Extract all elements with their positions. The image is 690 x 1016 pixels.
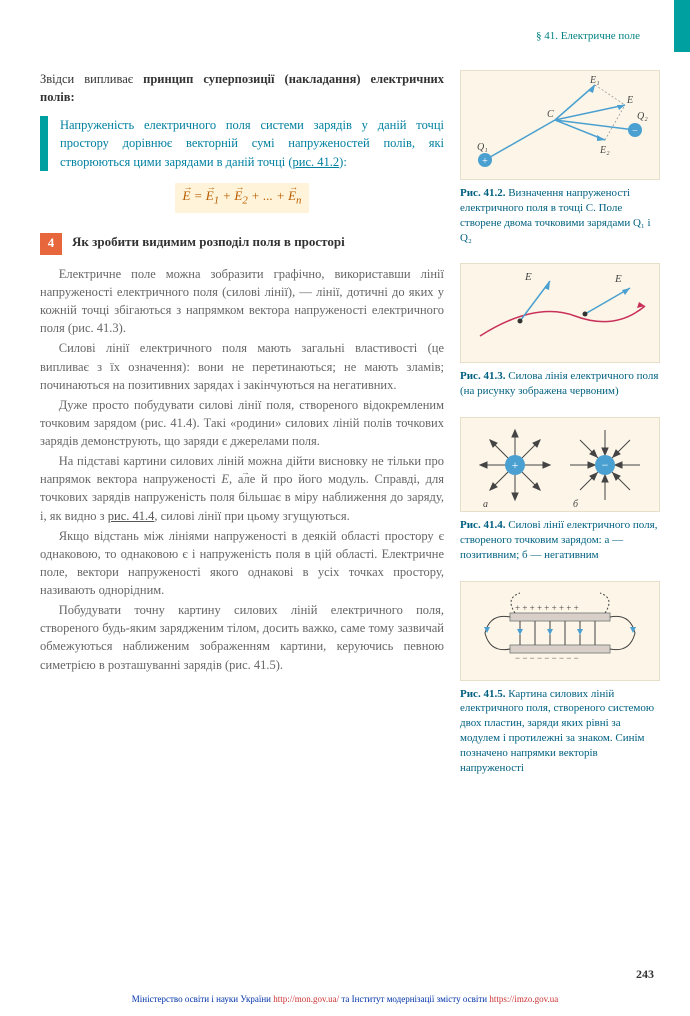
- superposition-formula: →E = →E1 + →E2 + ... + →En: [175, 183, 310, 213]
- caption-41-2-bold: Рис. 41.2.: [460, 187, 505, 199]
- textbook-page: § 41. Електричне поле Звідси випливає пр…: [0, 0, 690, 1016]
- caption-41-5-bold: Рис. 41.5.: [460, 688, 505, 700]
- svg-text:+: +: [512, 458, 519, 472]
- page-number: 243: [636, 967, 654, 982]
- footer-t1: Міністерство освіти і науки України: [132, 994, 273, 1004]
- caption-41-2: Рис. 41.2. Визначення напруженості елект…: [460, 186, 660, 245]
- svg-text:E₂: E₂: [599, 145, 610, 156]
- fig-link-41-2[interactable]: рис. 41.2: [293, 155, 340, 169]
- section-4-heading: 4 Як зробити видимим розподіл поля в про…: [40, 233, 444, 255]
- svg-text:E: E: [614, 273, 622, 285]
- paragraph-4: На підставі картини силових ліній можна …: [40, 452, 444, 525]
- svg-text:C: C: [547, 109, 554, 120]
- caption-41-5: Рис. 41.5. Картина силових ліній електри…: [460, 687, 660, 776]
- footer-t2: та Інститут модернізації змісту освіти: [339, 994, 489, 1004]
- svg-text:E: E: [626, 95, 633, 106]
- paragraph-6: Побудувати точну картину силових ліній е…: [40, 601, 444, 674]
- content-columns: Звідси випливає принцип суперпозиції (на…: [40, 70, 660, 794]
- caption-41-4-bold: Рис. 41.4.: [460, 519, 505, 531]
- header-accent-bar: [674, 0, 690, 52]
- callout-suffix: ):: [339, 155, 347, 169]
- footer-url-1: http://mon.gov.ua/: [273, 994, 339, 1004]
- sidebar-column: + − Q₁ Q₂ C E₁ E E₂ Рис. 41.2. Визначенн…: [460, 70, 660, 794]
- caption-41-5-text: Картина силових ліній електричного поля,…: [460, 688, 654, 774]
- figure-41-2: + − Q₁ Q₂ C E₁ E E₂: [460, 70, 660, 180]
- svg-text:Q₁: Q₁: [477, 142, 488, 153]
- svg-text:− − − − − − − − −: − − − − − − − − −: [515, 653, 579, 663]
- intro-paragraph: Звідси випливає принцип суперпозиції (на…: [40, 70, 444, 106]
- caption-41-3: Рис. 41.3. Силова лінія електричного пол…: [460, 369, 660, 399]
- formula-container: →E = →E1 + →E2 + ... + →En: [40, 179, 444, 227]
- figure-41-3: E E: [460, 263, 660, 363]
- paragraph-2: Силові лінії електричного поля мають заг…: [40, 339, 444, 393]
- fig-41-3-svg: E E: [465, 266, 655, 361]
- main-column: Звідси випливає принцип суперпозиції (на…: [40, 70, 444, 794]
- footer-credit: Міністерство освіти і науки України http…: [0, 994, 690, 1004]
- section-number-badge: 4: [40, 233, 62, 255]
- fig-41-2-svg: + − Q₁ Q₂ C E₁ E E₂: [465, 75, 655, 175]
- intro-prefix: Звідси випливає: [40, 72, 143, 86]
- footer-url-2: https://imzo.gov.ua: [489, 994, 558, 1004]
- svg-text:E₁: E₁: [589, 75, 600, 86]
- svg-text:Q₂: Q₂: [637, 111, 648, 122]
- figure-41-5: + + + + + + + + + − − − − − − − − −: [460, 581, 660, 681]
- fig-41-4-svg: +: [465, 420, 655, 510]
- callout-text: Напруженість електричного поля системи з…: [60, 118, 444, 168]
- section-title: Як зробити видимим розподіл поля в прост…: [72, 233, 345, 252]
- paragraph-3: Дуже просто побудувати силові лінії поля…: [40, 396, 444, 450]
- principle-callout: Напруженість електричного поля системи з…: [40, 116, 444, 170]
- svg-text:−: −: [602, 458, 609, 472]
- svg-text:E: E: [524, 271, 532, 283]
- fig-41-5-svg: + + + + + + + + + − − − − − − − − −: [465, 583, 655, 678]
- figure-41-4: +: [460, 417, 660, 512]
- paragraph-1: Електричне поле можна зобразити графічно…: [40, 265, 444, 338]
- paragraph-5: Якщо відстань між лініями напруженості в…: [40, 527, 444, 600]
- svg-text:−: −: [632, 126, 638, 137]
- svg-text:+: +: [482, 156, 488, 167]
- section-header: § 41. Електричне поле: [536, 30, 640, 42]
- svg-text:+ + + + + + + + +: + + + + + + + + +: [515, 603, 579, 613]
- svg-text:а: а: [483, 499, 488, 510]
- caption-41-4: Рис. 41.4. Силові лінії електричного пол…: [460, 518, 660, 563]
- fig-link-41-4[interactable]: рис. 41.4: [108, 509, 155, 523]
- p4c: , силові лінії при цьому згущуються.: [154, 509, 349, 523]
- caption-41-3-bold: Рис. 41.3.: [460, 370, 505, 382]
- svg-text:б: б: [573, 499, 579, 510]
